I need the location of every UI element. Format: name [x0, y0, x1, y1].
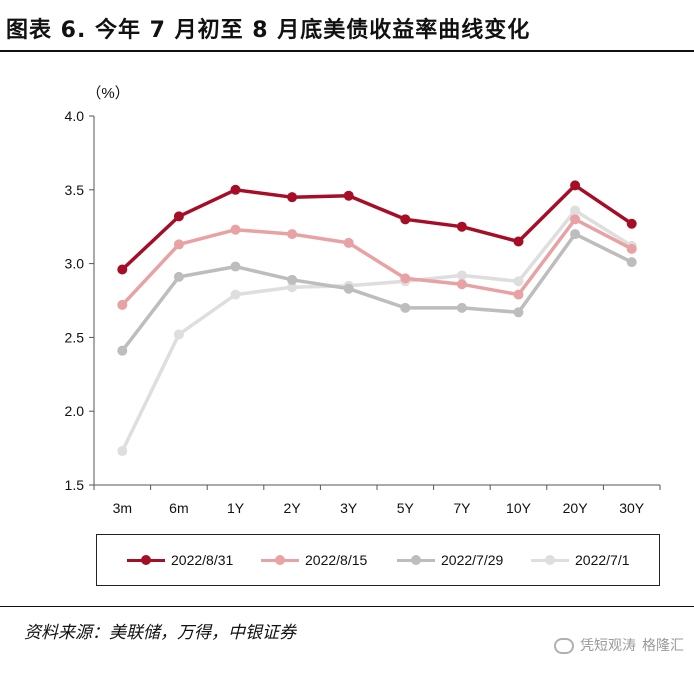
data-point	[230, 261, 241, 272]
data-point	[117, 446, 128, 457]
y-tick-label: 1.5	[65, 477, 85, 493]
data-point	[626, 257, 637, 268]
legend-swatch-1	[127, 554, 165, 565]
legend-item-2: 2022/8/15	[261, 549, 367, 571]
y-tick-label: 2.5	[65, 329, 85, 345]
data-point	[626, 218, 637, 229]
data-point	[400, 302, 411, 313]
legend-label-3: 2022/7/29	[441, 552, 504, 568]
data-point	[456, 221, 467, 232]
data-point	[287, 229, 298, 240]
data-point	[400, 214, 411, 225]
legend-item-1: 2022/8/31	[127, 549, 233, 571]
data-point	[513, 307, 524, 318]
source-divider	[0, 606, 694, 607]
legend-dot-1	[141, 554, 151, 565]
x-tick-label: 10Y	[506, 500, 532, 516]
data-point	[513, 289, 524, 300]
data-point	[230, 289, 241, 300]
data-point	[400, 273, 411, 284]
yield-curve-chart: （%） 1.5 2.0 2.5 3.0 3.5 4.0 3m 6m 1Y 2Y 3Y 5Y 7Y 10Y 2…	[65, 85, 661, 516]
data-point	[343, 283, 354, 294]
watermark: 凭短观涛 格隆汇	[554, 638, 684, 654]
axes: 1.5 2.0 2.5 3.0 3.5 4.0 3m 6m 1Y 2Y 3Y 5Y 7Y 10Y 20Y 30…	[65, 108, 661, 516]
data-point	[343, 237, 354, 248]
series-4	[117, 205, 637, 457]
title-divider	[0, 50, 694, 52]
legend-swatch-2	[261, 554, 299, 565]
series-line	[121, 183, 633, 271]
data-point	[287, 274, 298, 285]
x-tick-label: 5Y	[397, 500, 415, 516]
page-title: 图表 6. 今年 7 月初至 8 月底美债收益率曲线变化	[6, 18, 531, 43]
data-point	[173, 329, 184, 340]
legend-label-4: 2022/7/1	[575, 552, 630, 568]
y-tick-label: 3.0	[65, 256, 85, 272]
series-line	[120, 232, 633, 352]
series-line	[121, 217, 633, 307]
watermark-line1: 凭短观涛	[580, 638, 636, 654]
data-point	[343, 190, 354, 201]
data-point	[570, 180, 581, 191]
series-layer	[117, 180, 637, 457]
title-bar: 图表 6. 今年 7 月初至 8 月底美债收益率曲线变化	[0, 0, 694, 52]
legend-swatch-3	[397, 554, 435, 565]
x-tick-label: 6m	[169, 500, 188, 516]
legend-dot-3	[411, 554, 421, 565]
series-1	[117, 180, 637, 275]
x-tick-label: 30Y	[619, 500, 645, 516]
series-line	[120, 208, 633, 452]
legend: 2022/8/31 2022/8/15 2022/7/29 2022/7/1	[96, 534, 660, 586]
legend-dot-4	[545, 554, 555, 565]
data-point	[173, 211, 184, 222]
data-point	[456, 302, 467, 313]
data-point	[173, 271, 184, 282]
y-tick-label: 4.0	[65, 108, 85, 124]
data-point	[230, 224, 241, 235]
y-tick-label: 2.0	[65, 403, 85, 419]
data-point	[570, 229, 581, 240]
data-point	[626, 243, 637, 254]
data-point	[456, 279, 467, 290]
x-tick-label: 7Y	[453, 500, 471, 516]
x-tick-label: 3m	[113, 500, 132, 516]
x-tick-label: 1Y	[227, 500, 245, 516]
legend-label-1: 2022/8/31	[171, 552, 234, 568]
data-point	[456, 270, 467, 281]
data-point	[287, 192, 298, 203]
data-point	[570, 214, 581, 225]
series-2	[117, 214, 637, 310]
data-point	[570, 205, 581, 216]
legend-dot-2	[275, 554, 285, 565]
x-tick-label: 20Y	[563, 500, 589, 516]
data-point	[230, 184, 241, 195]
source-note: 资料来源：美联储，万得，中银证券	[24, 623, 296, 643]
series-3	[117, 229, 637, 356]
x-tick-label: 3Y	[340, 500, 358, 516]
data-point	[173, 239, 184, 250]
legend-label-2: 2022/8/15	[305, 552, 368, 568]
data-point	[117, 345, 128, 356]
data-point	[513, 276, 524, 287]
data-point	[117, 264, 128, 275]
data-point	[117, 299, 128, 310]
data-point	[287, 282, 298, 293]
legend-item-3: 2022/7/29	[397, 549, 503, 571]
wechat-icon	[554, 638, 574, 654]
legend-item-4: 2022/7/1	[531, 549, 630, 571]
y-axis-unit-label: （%）	[86, 85, 129, 102]
y-tick-label: 3.5	[65, 182, 85, 198]
watermark-line2: 格隆汇	[642, 638, 684, 654]
data-point	[513, 236, 524, 247]
legend-swatch-4	[531, 554, 569, 565]
x-tick-label: 2Y	[284, 500, 302, 516]
